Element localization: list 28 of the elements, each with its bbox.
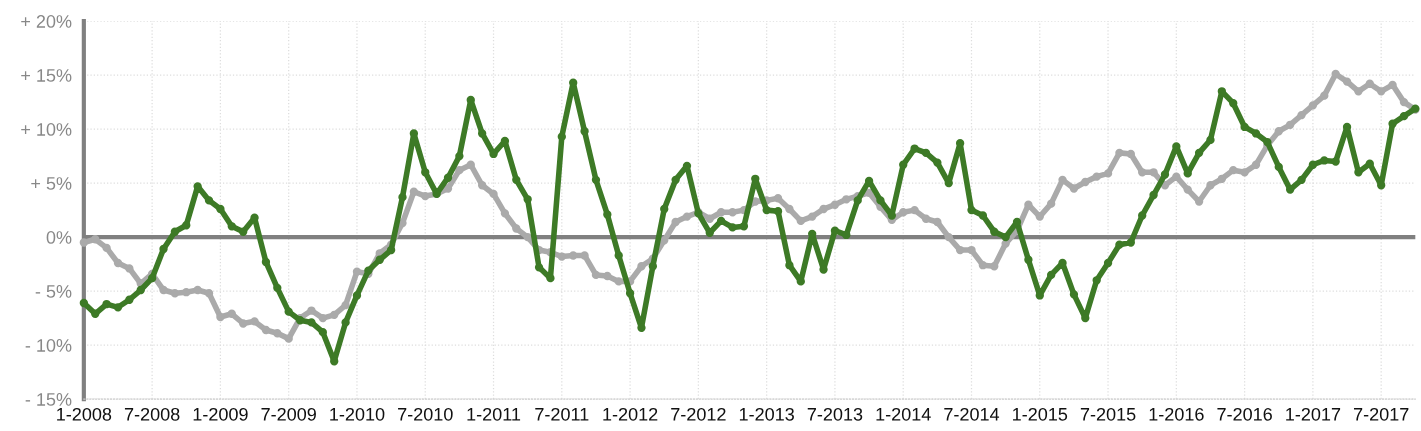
x-tick-label: 1-2009 — [193, 407, 248, 421]
y-tick-label: - 5% — [35, 285, 72, 298]
x-tick-label: 1-2013 — [739, 407, 794, 421]
y-tick-label: + 5% — [31, 177, 72, 190]
y-tick-label: + 20% — [21, 15, 72, 28]
x-tick-label: 1-2016 — [1149, 407, 1204, 421]
x-tick-label: 1-2010 — [330, 407, 385, 421]
y-tick-label: - 10% — [25, 339, 72, 352]
x-tick-label: 7-2008 — [124, 407, 180, 421]
x-tick-label: 1-2008 — [57, 407, 112, 421]
y-tick-label: + 10% — [21, 123, 72, 136]
x-tick-label: 7-2009 — [261, 407, 316, 421]
x-tick-label: 7-2012 — [671, 407, 726, 421]
x-tick-label: 7-2014 — [944, 407, 1000, 421]
x-tick-label: 1-2014 — [876, 407, 931, 421]
x-tick-label: 7-2016 — [1217, 407, 1272, 421]
x-tick-label: 1-2017 — [1286, 407, 1341, 421]
x-tick-label: 7-2013 — [807, 407, 863, 421]
x-tick-label: 7-2010 — [398, 407, 453, 421]
y-tick-label: + 15% — [21, 69, 72, 82]
y-tick-label: - 15% — [25, 393, 72, 406]
x-tick-label: 1-2015 — [1013, 407, 1068, 421]
x-tick-label: 7-2015 — [1080, 407, 1136, 421]
x-tick-label: 7-2017 — [1353, 407, 1409, 421]
x-tick-label: 1-2012 — [603, 407, 658, 421]
x-tick-label: 1-2011 — [467, 407, 521, 421]
x-tick-label: 7-2011 — [535, 407, 589, 421]
y-tick-label: 0% — [46, 231, 72, 244]
